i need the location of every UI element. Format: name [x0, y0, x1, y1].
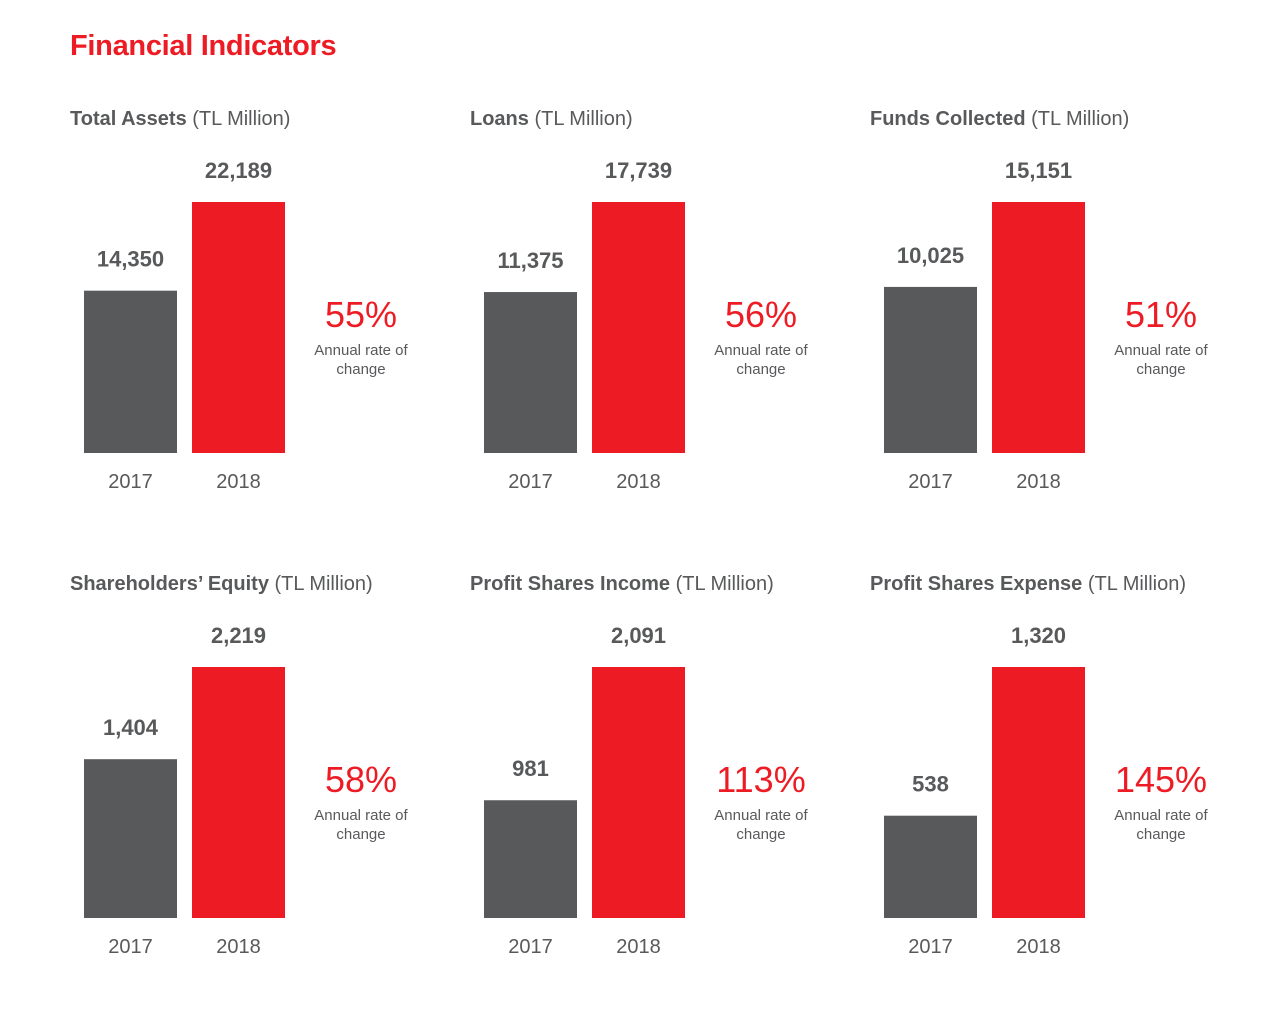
rate-of-change-value: 113% — [716, 759, 806, 800]
chart-title-unit: (TL Million) — [192, 108, 291, 130]
rate-of-change-label: Annual rate of change — [1114, 342, 1208, 378]
bar-2017 — [84, 759, 177, 918]
chart-title-unit: (TL Million) — [1031, 108, 1130, 130]
chart-title-unit: (TL Million) — [675, 573, 774, 595]
rate-of-change-value: 51% — [1124, 294, 1198, 335]
bar-2018 — [192, 202, 285, 453]
x-tick-label: 2018 — [616, 936, 661, 958]
bar-2017 — [884, 815, 977, 918]
chart-panel-shareholders-equity: Shareholders’ Equity (TL Million) 1,404 2… — [70, 573, 470, 993]
rate-of-change-value: 145% — [1114, 759, 1208, 800]
x-tick-label: 2018 — [616, 471, 661, 493]
rate-of-change-value: 58% — [324, 759, 398, 800]
chart-title-main: Profit Shares Expense — [870, 573, 1083, 595]
x-tick-label: 2018 — [1016, 471, 1061, 493]
rate-of-change-value: 56% — [724, 294, 798, 335]
bar-chart: 1,404 2017 2,219 2018 — [84, 623, 285, 958]
x-tick-label: 2017 — [108, 936, 153, 958]
rate-of-change-label: Annual rate of change — [714, 342, 808, 378]
chart-title: Profit Shares Expense (TL Million) — [870, 573, 1186, 596]
data-label: 981 — [512, 756, 549, 781]
bar-2018 — [192, 667, 285, 918]
data-label: 15,151 — [1005, 158, 1072, 183]
bar-2017 — [484, 292, 577, 453]
data-label: 538 — [912, 772, 949, 797]
x-tick-label: 2017 — [908, 471, 953, 493]
chart-panel-profit-shares-expense: Profit Shares Expense (TL Million) 538 20… — [870, 573, 1270, 993]
chart-title: Profit Shares Income (TL Million) — [470, 573, 774, 596]
bar-chart: 538 2017 1,320 2018 — [884, 623, 1085, 958]
chart-title-main: Shareholders’ Equity — [70, 573, 269, 595]
data-label: 1,320 — [1011, 623, 1066, 648]
chart-title: Funds Collected (TL Million) — [870, 108, 1129, 131]
chart-title: Total Assets (TL Million) — [70, 108, 290, 131]
bar-2018 — [992, 667, 1085, 918]
x-tick-label: 2017 — [108, 471, 153, 493]
rate-of-change-label: Annual rate of change — [314, 342, 408, 378]
chart-title-main: Total Assets — [70, 108, 187, 130]
rate-of-change-value: 55% — [324, 294, 398, 335]
chart-panel-loans: Loans (TL Million) 11,375 2017 17,739 2018 … — [470, 108, 870, 528]
chart-title-unit: (TL Million) — [1087, 573, 1187, 595]
x-tick-label: 2018 — [216, 936, 261, 958]
data-label: 22,189 — [205, 158, 272, 183]
chart-title-main: Loans — [470, 108, 529, 130]
rate-of-change-label: Annual rate of change — [314, 807, 408, 843]
bar-2018 — [992, 202, 1085, 453]
x-tick-label: 2018 — [1016, 936, 1061, 958]
x-tick-label: 2017 — [508, 471, 553, 493]
data-label: 17,739 — [605, 158, 672, 183]
bar-2018 — [592, 667, 685, 918]
bar-2018 — [592, 202, 685, 453]
data-label: 14,350 — [97, 247, 164, 272]
x-tick-label: 2017 — [508, 936, 553, 958]
data-label: 2,091 — [611, 623, 666, 648]
data-label: 2,219 — [211, 623, 266, 648]
data-label: 1,404 — [103, 715, 159, 740]
bar-2017 — [484, 800, 577, 918]
chart-title-main: Funds Collected — [870, 108, 1026, 130]
x-tick-label: 2018 — [216, 471, 261, 493]
chart-panel-funds-collected: Funds Collected (TL Million) 10,025 2017 1… — [870, 108, 1270, 528]
bar-chart: 981 2017 2,091 2018 — [484, 623, 685, 958]
chart-title-unit: (TL Million) — [274, 573, 373, 595]
chart-panel-profit-shares-income: Profit Shares Income (TL Million) 981 201… — [470, 573, 870, 993]
rate-of-change-label: Annual rate of change — [1114, 807, 1208, 843]
chart-panel-total-assets: Total Assets (TL Million) 14,350 2017 22,1… — [70, 108, 470, 528]
chart-title-main: Profit Shares Income — [470, 573, 671, 595]
bar-2017 — [84, 290, 177, 453]
bar-chart: 11,375 2017 17,739 2018 — [484, 158, 685, 493]
bar-2017 — [884, 286, 977, 453]
data-label: 11,375 — [497, 248, 563, 273]
x-tick-label: 2017 — [908, 936, 953, 958]
chart-title-unit: (TL Million) — [534, 108, 633, 130]
bar-chart: 10,025 2017 15,151 2018 — [884, 158, 1085, 493]
bar-chart: 14,350 2017 22,189 2018 — [84, 158, 285, 493]
data-label: 10,025 — [897, 243, 964, 268]
rate-of-change-label: Annual rate of change — [714, 807, 808, 843]
chart-title: Shareholders’ Equity (TL Million) — [70, 573, 373, 596]
page-title: Financial Indicators — [70, 30, 337, 62]
chart-title: Loans (TL Million) — [470, 108, 633, 131]
